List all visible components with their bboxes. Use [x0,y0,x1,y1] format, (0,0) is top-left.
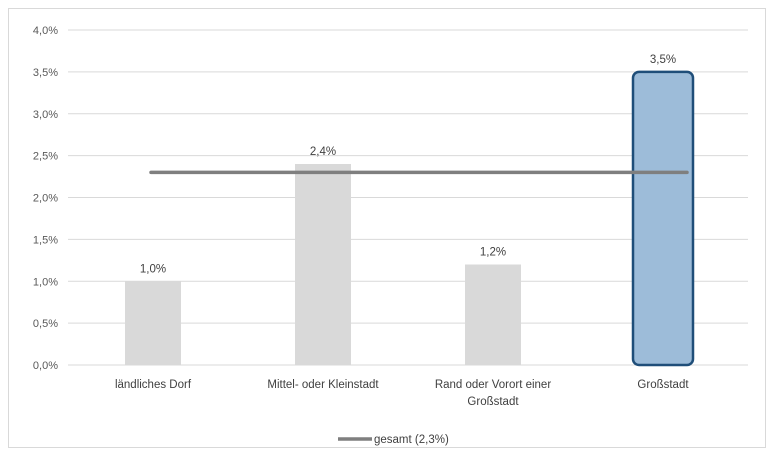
legend-label: gesamt (2,3%) [374,434,449,446]
data-label: 1,0% [140,263,166,275]
y-tick-label: 4,0% [33,25,58,37]
y-tick-label: 3,0% [33,109,58,121]
category-label: Großstadt [637,379,689,391]
bar-highlighted [631,70,695,367]
category-label: Großstadt [467,396,519,408]
data-label: 3,5% [650,54,676,66]
y-tick-label: 2,5% [33,151,58,163]
bar [465,264,521,365]
category-label: Mittel- oder Kleinstadt [267,379,379,391]
y-tick-label: 0,0% [33,360,58,372]
y-tick-label: 1,0% [33,276,58,288]
data-label: 1,2% [480,247,506,259]
category-label: Rand oder Vorort einer [435,379,552,391]
y-tick-label: 2,0% [33,193,58,205]
y-tick-label: 1,5% [33,234,58,246]
bar [295,164,351,365]
bar [125,281,181,365]
y-tick-label: 3,5% [33,67,58,79]
y-tick-label: 0,5% [33,318,58,330]
data-label: 2,4% [310,146,336,158]
category-label: ländliches Dorf [115,379,192,391]
